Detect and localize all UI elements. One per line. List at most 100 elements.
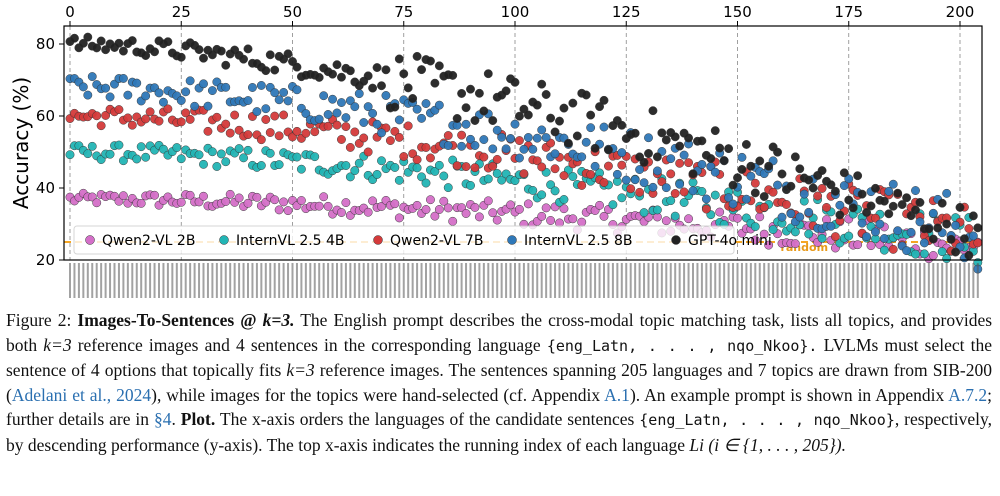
data-point bbox=[497, 175, 507, 185]
data-point bbox=[181, 87, 191, 97]
language-tick-label bbox=[821, 263, 824, 298]
data-point bbox=[782, 200, 791, 209]
language-tick-label bbox=[100, 263, 103, 298]
data-point bbox=[795, 212, 805, 222]
data-point bbox=[483, 69, 493, 79]
data-point bbox=[537, 190, 547, 200]
data-point bbox=[568, 214, 578, 224]
language-tick-label bbox=[233, 263, 236, 298]
language-tick-label bbox=[509, 263, 512, 298]
language-tick-label bbox=[496, 263, 499, 298]
language-tick-label bbox=[856, 263, 859, 298]
data-point bbox=[644, 133, 653, 143]
data-point bbox=[510, 176, 520, 186]
data-point bbox=[350, 102, 360, 112]
data-point bbox=[83, 149, 93, 159]
citation-link[interactable]: Adelani et al., 2024 bbox=[11, 384, 152, 405]
language-tick-label bbox=[304, 263, 307, 298]
data-point bbox=[145, 107, 155, 117]
data-point bbox=[586, 170, 596, 179]
data-point bbox=[118, 74, 128, 83]
data-point bbox=[323, 110, 333, 119]
language-tick-label bbox=[558, 263, 561, 298]
language-tick-label bbox=[353, 263, 356, 298]
data-point bbox=[159, 144, 168, 154]
data-point bbox=[341, 122, 351, 132]
data-point bbox=[292, 126, 302, 136]
data-point bbox=[928, 208, 938, 218]
section-link[interactable]: §4 bbox=[153, 409, 172, 429]
language-tick-label bbox=[198, 263, 201, 298]
language-tick-label bbox=[678, 263, 681, 298]
data-point bbox=[345, 96, 355, 106]
language-tick-label bbox=[554, 263, 557, 298]
data-point bbox=[283, 206, 293, 216]
data-point bbox=[225, 128, 235, 138]
data-point bbox=[559, 103, 569, 113]
data-point bbox=[786, 209, 796, 219]
data-point bbox=[176, 52, 186, 62]
data-point bbox=[697, 187, 707, 196]
language-tick-label bbox=[273, 263, 276, 298]
data-point bbox=[199, 191, 208, 201]
data-point bbox=[862, 208, 871, 217]
data-point bbox=[377, 128, 386, 138]
data-point bbox=[466, 181, 475, 190]
data-point bbox=[345, 66, 355, 76]
data-point bbox=[688, 186, 698, 196]
data-point bbox=[243, 96, 253, 105]
data-point bbox=[617, 148, 627, 158]
data-point bbox=[652, 166, 662, 176]
data-point bbox=[639, 178, 649, 188]
language-tick-label bbox=[456, 263, 459, 298]
data-point bbox=[701, 204, 711, 214]
data-point bbox=[132, 78, 142, 88]
language-tick-label bbox=[362, 263, 365, 298]
language-tick-label bbox=[77, 263, 80, 298]
data-point bbox=[461, 119, 471, 129]
language-tick-label bbox=[758, 263, 761, 298]
language-tick-label bbox=[518, 263, 521, 298]
data-point bbox=[341, 198, 351, 208]
data-point bbox=[261, 115, 271, 124]
data-point bbox=[608, 200, 618, 210]
data-point bbox=[150, 47, 160, 57]
language-tick-label bbox=[976, 263, 979, 298]
data-point bbox=[488, 144, 498, 154]
data-point bbox=[403, 83, 413, 93]
language-tick-label bbox=[162, 263, 165, 298]
data-point bbox=[750, 235, 760, 245]
data-point bbox=[670, 211, 680, 221]
data-point bbox=[199, 159, 208, 169]
data-point bbox=[78, 38, 88, 48]
language-tick-label bbox=[193, 263, 196, 298]
data-point bbox=[532, 156, 542, 166]
data-point bbox=[764, 161, 774, 171]
appendix-link[interactable]: A.7.2 bbox=[948, 384, 988, 405]
language-tick-label bbox=[282, 263, 285, 298]
data-point bbox=[902, 246, 912, 256]
language-tick-label bbox=[522, 263, 525, 298]
language-tick-label bbox=[687, 263, 690, 298]
data-point bbox=[697, 136, 707, 146]
y-tick-label: 60 bbox=[36, 107, 55, 125]
language-tick-label bbox=[531, 263, 534, 298]
data-point bbox=[728, 180, 738, 190]
data-point bbox=[928, 234, 938, 244]
language-tick-label bbox=[171, 263, 174, 298]
data-point bbox=[541, 203, 551, 213]
data-point bbox=[804, 207, 814, 217]
data-point bbox=[408, 149, 418, 159]
data-point bbox=[270, 195, 280, 205]
data-point bbox=[279, 87, 289, 97]
data-point bbox=[394, 115, 404, 125]
data-point bbox=[773, 147, 782, 157]
data-point bbox=[399, 152, 409, 162]
data-point bbox=[871, 227, 880, 237]
data-point bbox=[577, 181, 587, 190]
data-point bbox=[710, 190, 720, 200]
data-point bbox=[239, 153, 249, 163]
data-point bbox=[172, 143, 182, 153]
appendix-link[interactable]: A.1 bbox=[604, 384, 630, 405]
data-point bbox=[412, 51, 422, 61]
